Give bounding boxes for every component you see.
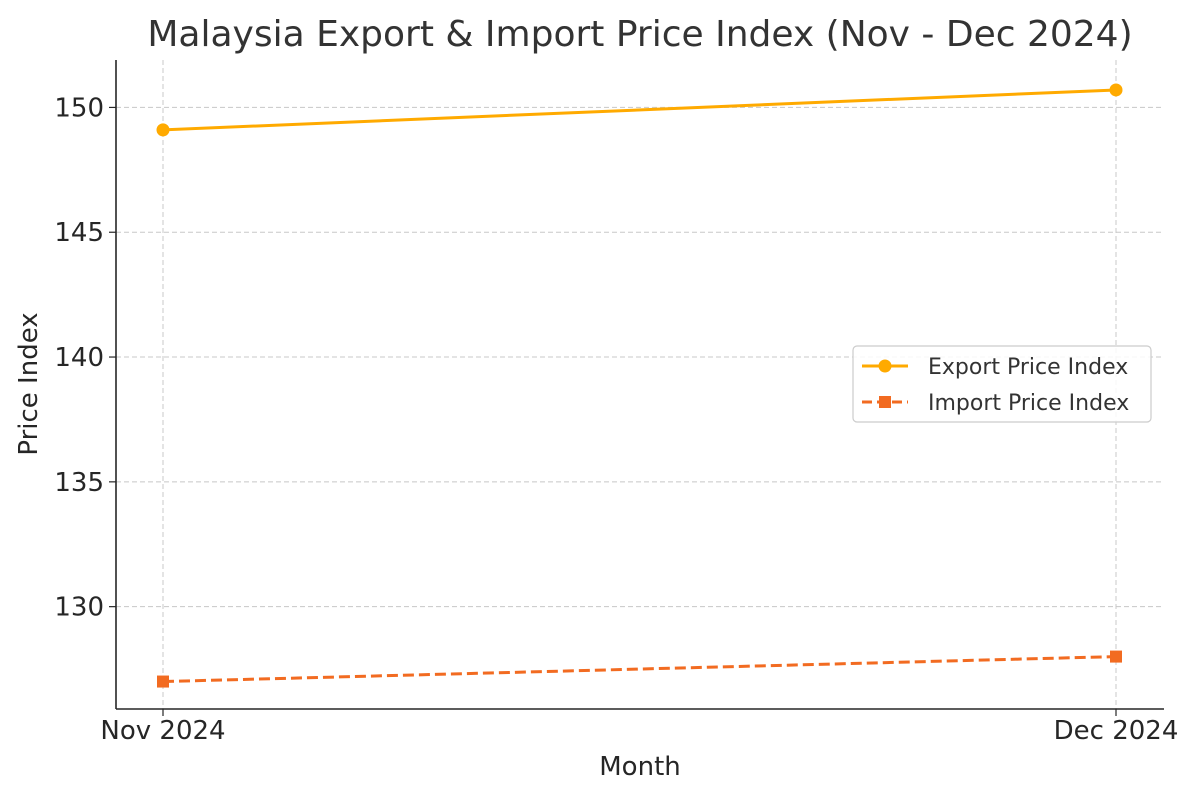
legend-label: Import Price Index bbox=[928, 391, 1129, 416]
legend-label: Export Price Index bbox=[928, 355, 1128, 380]
chart-title: Malaysia Export & Import Price Index (No… bbox=[147, 14, 1132, 55]
y-tick-label: 145 bbox=[54, 218, 104, 248]
legend-box bbox=[852, 345, 1152, 423]
series-0 bbox=[156, 83, 1123, 137]
x-tick-label: Dec 2024 bbox=[1054, 716, 1179, 746]
legend-item: Import Price Index bbox=[862, 391, 1129, 416]
series-1 bbox=[157, 650, 1122, 688]
y-axis-title: Price Index bbox=[14, 312, 44, 455]
axes bbox=[109, 60, 1164, 716]
series-layer bbox=[156, 83, 1123, 688]
y-tick-label: 130 bbox=[54, 593, 104, 623]
legend: Export Price Index Import Price Index bbox=[852, 345, 1152, 423]
x-axis-title: Month bbox=[599, 752, 681, 782]
y-tick-label: 150 bbox=[54, 93, 104, 123]
data-point bbox=[1110, 650, 1122, 663]
legend-item: Export Price Index bbox=[862, 355, 1128, 380]
x-tick-label: Nov 2024 bbox=[100, 716, 225, 746]
data-point bbox=[1109, 83, 1123, 97]
data-point bbox=[157, 675, 169, 688]
legend-marker bbox=[878, 359, 892, 373]
y-tick-label: 135 bbox=[54, 468, 104, 498]
tick-labels: 130 135 140 145 150 Nov 2024 Dec 2024 bbox=[54, 93, 1178, 746]
series-line bbox=[162, 88, 1117, 132]
legend-marker bbox=[879, 396, 891, 408]
data-point bbox=[156, 123, 170, 137]
series-line bbox=[162, 655, 1117, 684]
y-tick-label: 140 bbox=[54, 343, 104, 373]
